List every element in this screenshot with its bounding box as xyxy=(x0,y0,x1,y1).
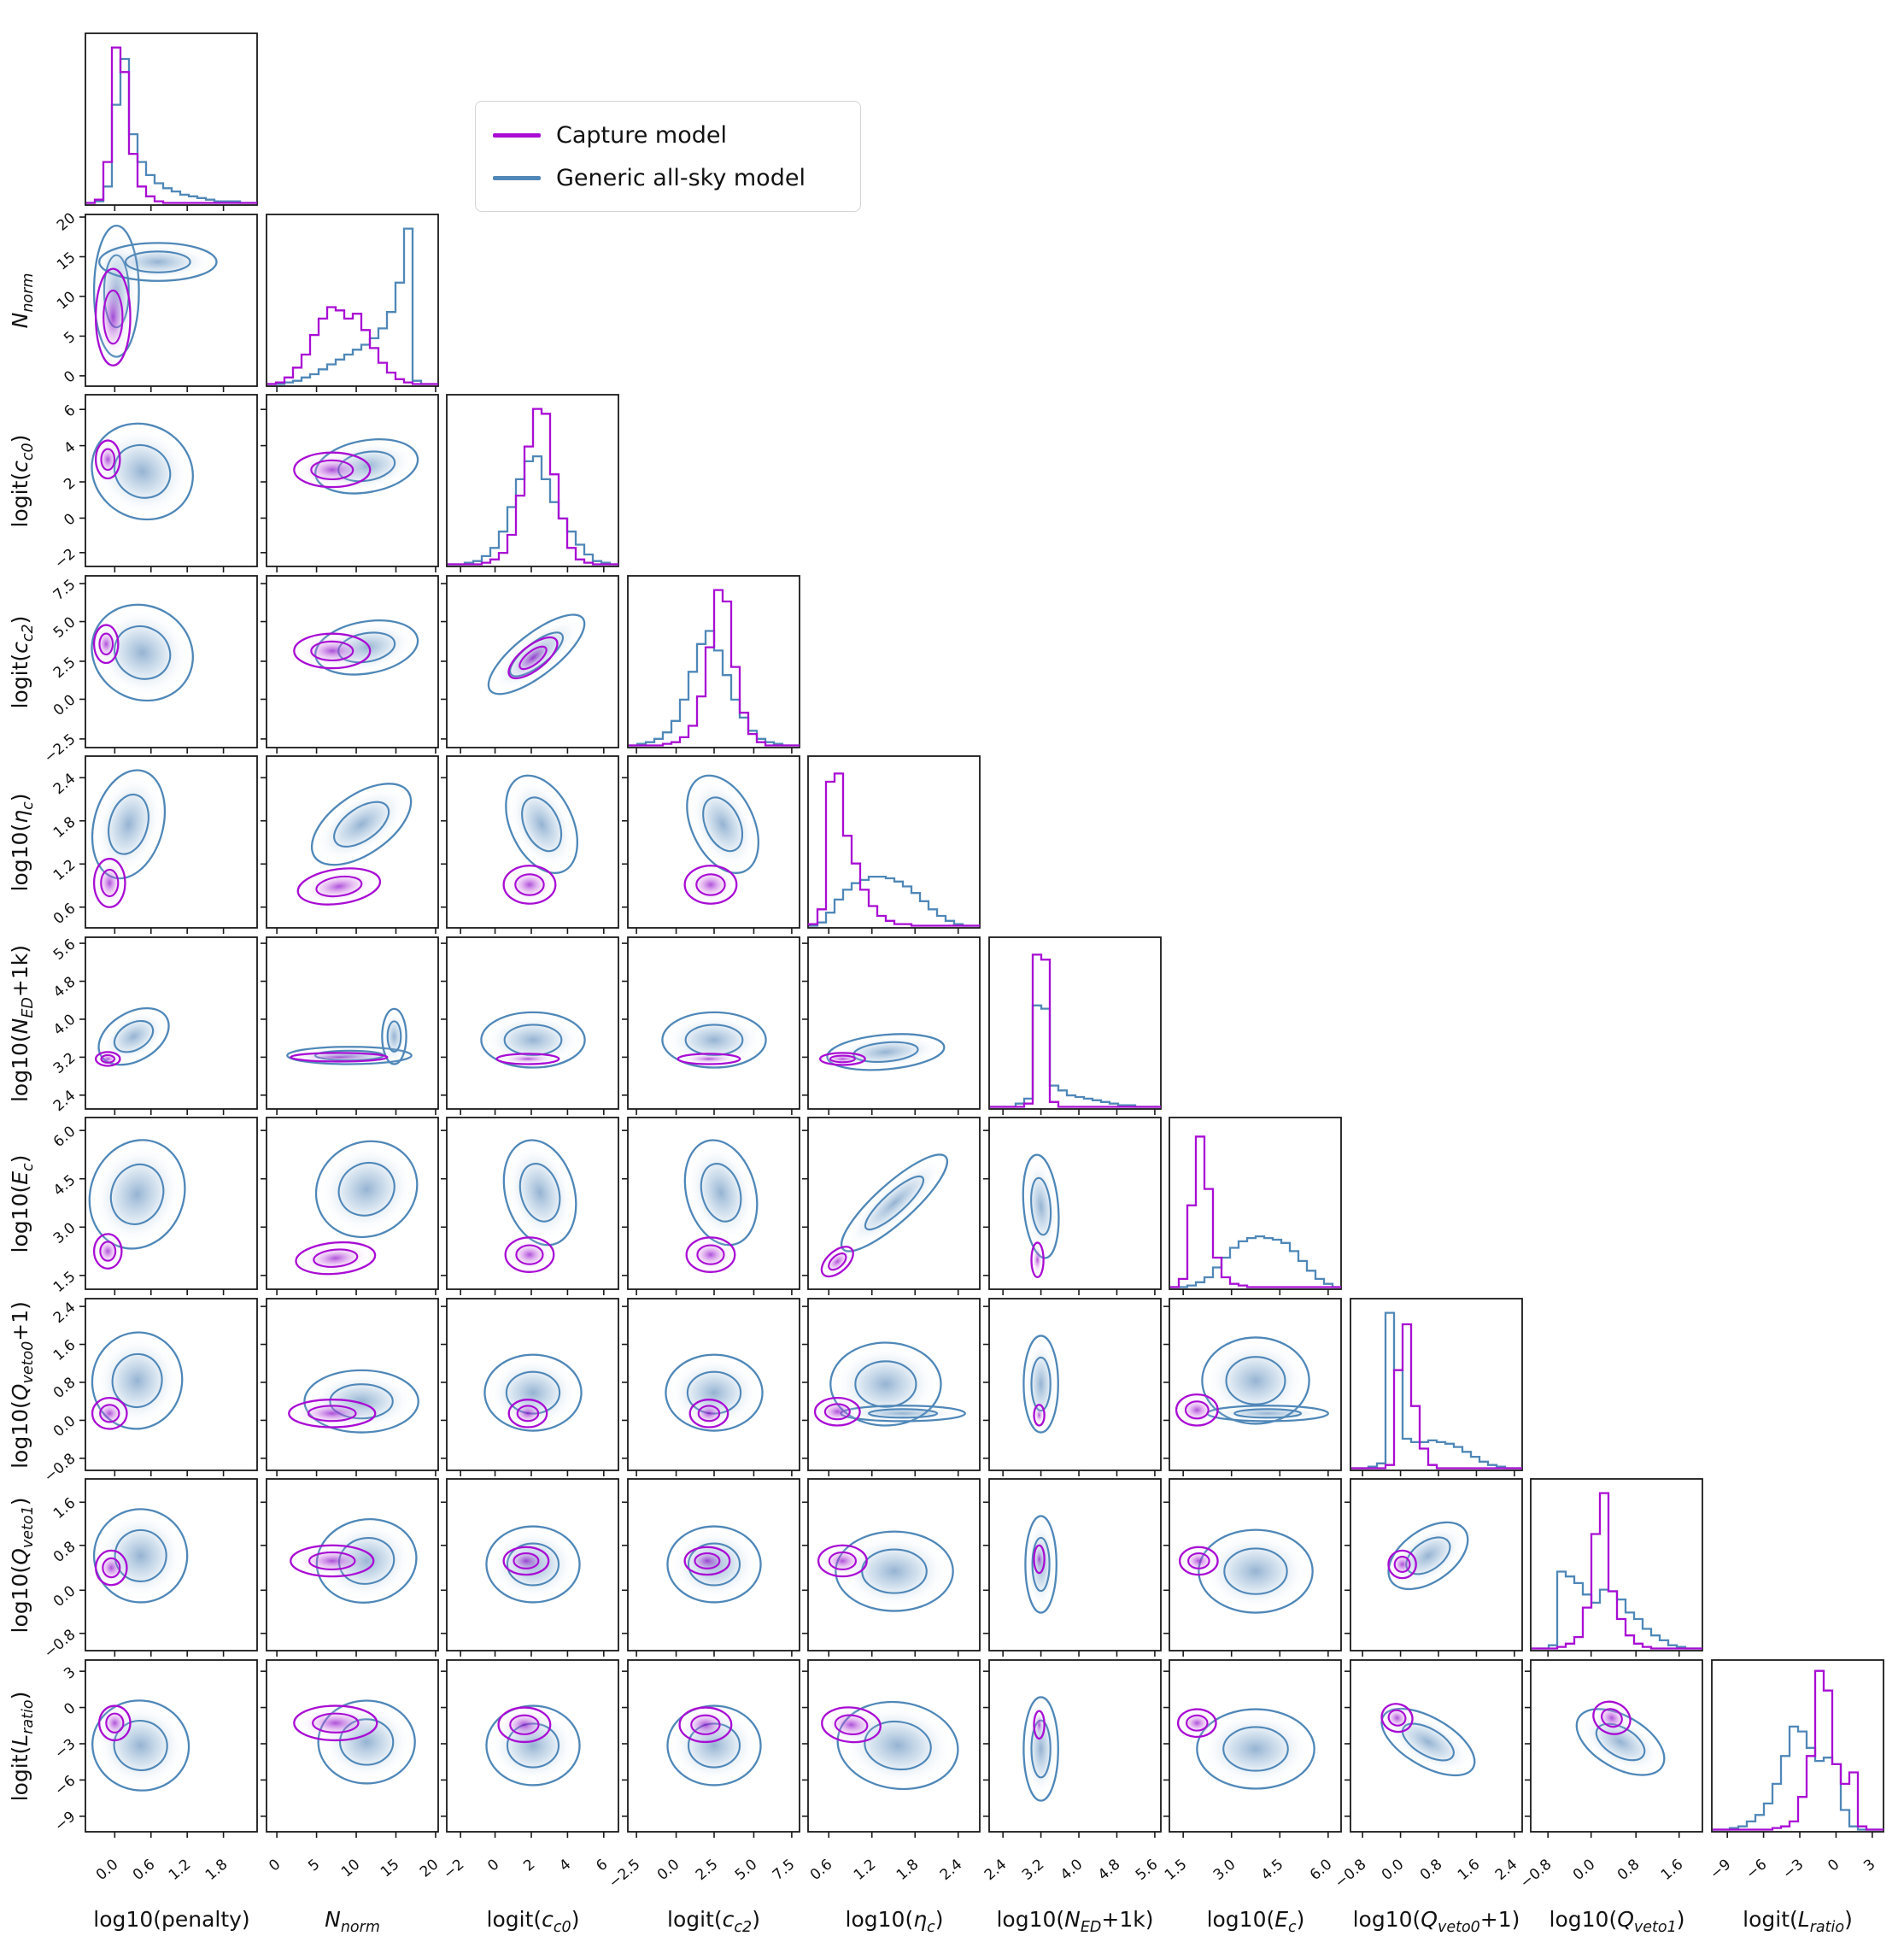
x-axis-title-NED: log10(NED+1k) xyxy=(996,1906,1154,1936)
x-axis-title-Ec: log10(Ec) xyxy=(1206,1906,1305,1936)
hist-generic xyxy=(1350,1311,1522,1470)
legend-line-capture-model xyxy=(493,132,541,138)
pair-panel-Qveto1-vs-Qveto0 xyxy=(1344,1478,1523,1657)
hist-generic xyxy=(1712,1725,1883,1831)
pair-panel-Lratio-vs-penalty xyxy=(79,1658,258,1838)
hist-capture xyxy=(1170,1135,1341,1288)
hist-generic xyxy=(809,875,980,927)
pair-panel-NED-vs-penalty xyxy=(79,936,258,1115)
legend-line-generic-all-sky-model xyxy=(493,175,541,180)
x-axis-title-cc2: logit(cc2) xyxy=(667,1906,760,1936)
pair-panel-Qveto0-vs-penalty xyxy=(79,1297,258,1476)
hist-panel-Qveto0 xyxy=(1349,1297,1523,1476)
legend-label-capture-model: Capture model xyxy=(556,121,728,149)
pair-panel-Qveto1-vs-penalty xyxy=(79,1478,258,1657)
pair-panel-etac-vs-penalty xyxy=(79,755,258,934)
legend-item-capture-model: Capture model xyxy=(493,114,843,156)
pair-panel-Qveto1-vs-Nnorm xyxy=(260,1478,439,1657)
legend: Capture model Generic all-sky model xyxy=(475,101,861,212)
y-axis-title-etac: log10(ηc) xyxy=(8,793,37,892)
pair-panel-Qveto0-vs-cc0 xyxy=(441,1297,619,1476)
pair-panel-Nnorm-vs-penalty xyxy=(79,213,258,392)
pair-panel-NED-vs-cc2 xyxy=(621,936,800,1115)
pair-panel-Lratio-vs-cc2 xyxy=(621,1658,800,1838)
pair-panel-NED-vs-etac xyxy=(802,936,981,1115)
x-axis-title-etac: log10(ηc) xyxy=(845,1906,944,1936)
pair-panel-Lratio-vs-Nnorm xyxy=(260,1658,439,1838)
pair-panel-Qveto1-vs-cc2 xyxy=(621,1478,800,1657)
y-axis-title-cc2: logit(cc2) xyxy=(8,615,37,708)
pair-panel-Lratio-vs-Qveto0 xyxy=(1344,1658,1523,1838)
pair-panel-NED-vs-cc0 xyxy=(441,936,619,1115)
pair-panel-NED-vs-Nnorm xyxy=(260,936,439,1115)
pair-panel-Qveto0-vs-cc2 xyxy=(621,1297,800,1476)
pair-panel-Qveto1-vs-etac xyxy=(802,1478,981,1657)
hist-panel-Qveto1 xyxy=(1530,1478,1703,1657)
pair-panel-cc0-vs-penalty xyxy=(79,394,258,572)
y-axis-title-Ec: log10(Ec) xyxy=(8,1154,37,1253)
pair-panel-etac-vs-Nnorm xyxy=(260,755,439,934)
hist-panel-penalty xyxy=(85,32,258,211)
x-axis-title-cc0: logit(cc0) xyxy=(486,1906,580,1936)
pair-panel-Lratio-vs-NED xyxy=(982,1658,1162,1838)
y-axis-title-Qveto1: log10(Qveto1) xyxy=(8,1497,37,1634)
y-axis-title-cc0: logit(cc0) xyxy=(8,434,37,528)
x-axis-title-Qveto1: log10(Qveto1) xyxy=(1549,1906,1685,1936)
x-axis-title-Qveto0: log10(Qveto0+1) xyxy=(1352,1906,1520,1936)
pair-panel-Qveto1-vs-NED xyxy=(982,1478,1162,1657)
pair-panel-Qveto0-vs-Nnorm xyxy=(260,1297,439,1476)
pair-panel-Qveto1-vs-cc0 xyxy=(441,1478,619,1657)
y-axis-title-NED: log10(NED+1k) xyxy=(8,944,37,1102)
y-axis-title-Lratio: logit(Lratio) xyxy=(8,1691,37,1801)
hist-capture xyxy=(807,772,980,927)
pair-panel-Qveto0-vs-etac xyxy=(802,1297,981,1476)
pair-panel-cc2-vs-cc0 xyxy=(441,574,619,754)
hist-panel-NED xyxy=(987,936,1162,1115)
x-axis-title-Lratio: logit(Lratio) xyxy=(1743,1906,1853,1936)
hist-capture xyxy=(1532,1492,1702,1650)
x-axis-title-Nnorm: Nnorm xyxy=(325,1906,380,1936)
pair-panel-Ec-vs-etac xyxy=(802,1117,981,1295)
pair-panel-Lratio-vs-Ec xyxy=(1163,1658,1342,1838)
pair-panel-Ec-vs-NED xyxy=(982,1117,1162,1295)
pair-panel-Qveto0-vs-NED xyxy=(982,1297,1162,1476)
hist-panel-Nnorm xyxy=(265,213,439,392)
hist-panel-etac xyxy=(807,755,981,934)
hist-capture xyxy=(86,46,257,204)
hist-panel-cc2 xyxy=(626,574,800,754)
hist-generic xyxy=(448,455,618,566)
hist-generic xyxy=(1170,1235,1341,1288)
hist-panel-Lratio xyxy=(1710,1658,1884,1838)
pair-panel-Qveto0-vs-Ec xyxy=(1163,1297,1342,1476)
pair-panel-Ec-vs-penalty xyxy=(79,1117,258,1295)
pair-panel-cc2-vs-penalty xyxy=(79,574,258,754)
x-axis-title-penalty: log10(penalty) xyxy=(93,1906,250,1932)
hist-capture xyxy=(267,305,438,385)
pair-panel-Lratio-vs-etac xyxy=(802,1658,981,1838)
pair-panel-cc0-vs-Nnorm xyxy=(260,394,439,572)
hist-generic xyxy=(267,226,438,385)
pair-panel-Ec-vs-Nnorm xyxy=(260,1117,439,1295)
pair-panel-cc2-vs-Nnorm xyxy=(260,574,439,754)
pair-panel-etac-vs-cc2 xyxy=(621,755,800,934)
hist-panel-cc0 xyxy=(446,394,619,572)
y-axis-title-Nnorm: Nnorm xyxy=(8,273,37,328)
pair-panel-Qveto1-vs-Ec xyxy=(1163,1478,1342,1657)
pair-panel-etac-vs-cc0 xyxy=(441,755,619,934)
legend-label-generic-all-sky-model: Generic all-sky model xyxy=(556,164,806,191)
pair-panel-Lratio-vs-cc0 xyxy=(441,1658,619,1838)
hist-panel-Ec xyxy=(1169,1117,1342,1295)
hist-capture xyxy=(1712,1669,1883,1831)
y-axis-title-Qveto0: log10(Qveto0+1) xyxy=(8,1300,37,1469)
hist-capture xyxy=(448,408,618,566)
pair-panel-Ec-vs-cc2 xyxy=(621,1117,800,1295)
pair-panel-Ec-vs-cc0 xyxy=(441,1117,619,1295)
hist-capture xyxy=(989,953,1161,1108)
pair-panel-Lratio-vs-Qveto1 xyxy=(1525,1658,1703,1838)
hist-capture xyxy=(1350,1323,1522,1470)
hist-capture xyxy=(628,588,800,747)
legend-item-generic-all-sky-model: Generic all-sky model xyxy=(493,156,843,199)
